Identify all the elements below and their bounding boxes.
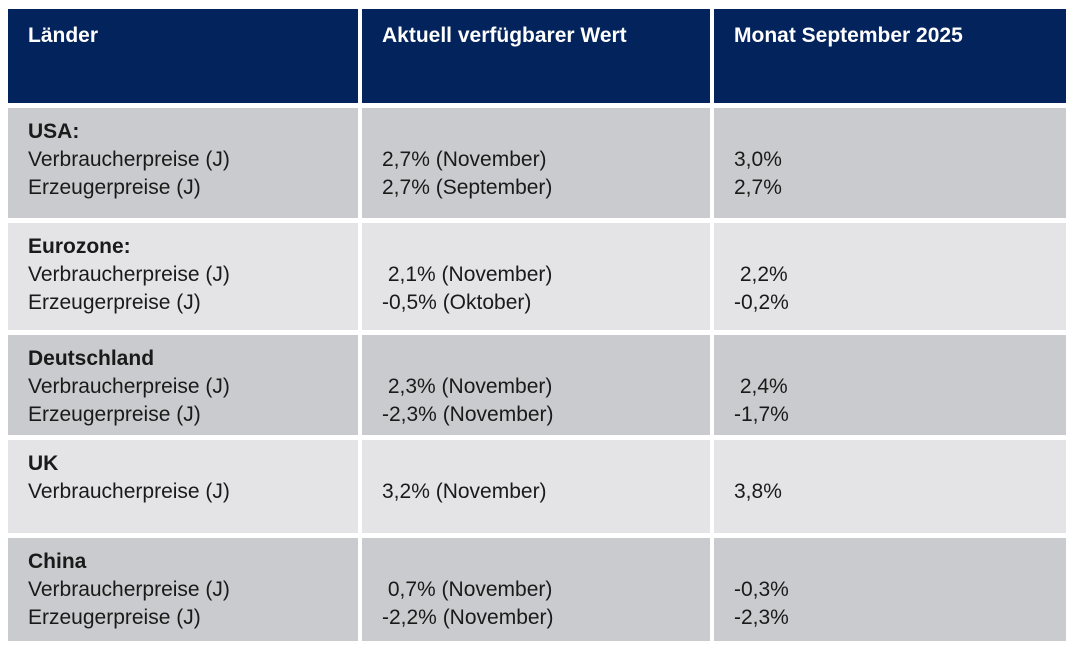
- row-china-country-cell: China Verbraucherpreise (J) Erzeugerprei…: [8, 538, 358, 641]
- september-value: -0,2%: [734, 291, 789, 314]
- row-usa-country-cell: USA: Verbraucherpreise (J) Erzeugerpreis…: [8, 108, 358, 218]
- country-name: China: [28, 550, 87, 573]
- row-china-september-cell: -0,3% -2,3%: [714, 538, 1066, 641]
- row-eurozone-september-cell: 2,2% -0,2%: [714, 223, 1066, 330]
- metric-label: Erzeugerpreise (J): [28, 403, 201, 426]
- september-value: -1,7%: [734, 403, 789, 426]
- september-value: 3,8%: [734, 480, 782, 503]
- metric-label: Verbraucherpreise (J): [28, 375, 230, 398]
- line-spacer: [382, 233, 690, 261]
- september-value: -0,3%: [734, 578, 789, 601]
- country-name: UK: [28, 452, 59, 475]
- row-deutschland-country-cell: Deutschland Verbraucherpreise (J) Erzeug…: [8, 335, 358, 435]
- column-header-label: Länder: [28, 24, 99, 47]
- header-cell-aktueller-wert: Aktuell verfügbarer Wert: [362, 9, 710, 103]
- row-uk-september-cell: 3,8%: [714, 440, 1066, 533]
- line-spacer: [382, 118, 690, 146]
- current-value: 2,3% (November): [382, 375, 553, 398]
- metric-label: Verbraucherpreise (J): [28, 263, 230, 286]
- line-spacer: [734, 118, 1046, 146]
- september-value: -2,3%: [734, 606, 789, 629]
- row-usa-september-cell: 3,0% 2,7%: [714, 108, 1066, 218]
- current-value: 2,7% (November): [382, 148, 547, 171]
- line-spacer: [382, 345, 690, 373]
- september-value: 3,0%: [734, 148, 782, 171]
- metric-label: Verbraucherpreise (J): [28, 578, 230, 601]
- metric-label: Erzeugerpreise (J): [28, 176, 201, 199]
- row-uk-current-cell: 3,2% (November): [362, 440, 710, 533]
- current-value: 3,2% (November): [382, 480, 547, 503]
- september-value: 2,4%: [734, 375, 788, 398]
- column-header-label: Monat September 2025: [734, 24, 963, 47]
- line-spacer: [382, 450, 690, 478]
- country-name: Eurozone:: [28, 235, 131, 258]
- metric-label: Erzeugerpreise (J): [28, 606, 201, 629]
- country-name: USA:: [28, 120, 80, 143]
- row-uk-country-cell: UK Verbraucherpreise (J): [8, 440, 358, 533]
- line-spacer: [734, 548, 1046, 576]
- column-header-label: Aktuell verfügbarer Wert: [382, 24, 627, 47]
- line-spacer: [382, 548, 690, 576]
- row-eurozone-country-cell: Eurozone: Verbraucherpreise (J) Erzeuger…: [8, 223, 358, 330]
- september-value: 2,7%: [734, 176, 782, 199]
- current-value: -2,2% (November): [382, 606, 554, 629]
- metric-label: Verbraucherpreise (J): [28, 480, 230, 503]
- header-cell-monat-september: Monat September 2025: [714, 9, 1066, 103]
- row-eurozone-current-cell: 2,1% (November) -0,5% (Oktober): [362, 223, 710, 330]
- line-spacer: [734, 233, 1046, 261]
- header-cell-laender: Länder: [8, 9, 358, 103]
- metric-label: Verbraucherpreise (J): [28, 148, 230, 171]
- current-value: 2,1% (November): [382, 263, 553, 286]
- inflation-table: Länder Aktuell verfügbarer Wert Monat Se…: [8, 9, 1066, 641]
- current-value: 2,7% (September): [382, 176, 553, 199]
- row-deutschland-current-cell: 2,3% (November) -2,3% (November): [362, 335, 710, 435]
- row-deutschland-september-cell: 2,4% -1,7%: [714, 335, 1066, 435]
- metric-label: Erzeugerpreise (J): [28, 291, 201, 314]
- row-china-current-cell: 0,7% (November) -2,2% (November): [362, 538, 710, 641]
- country-name: Deutschland: [28, 347, 155, 370]
- line-spacer: [734, 345, 1046, 373]
- row-usa-current-cell: 2,7% (November) 2,7% (September): [362, 108, 710, 218]
- current-value: -0,5% (Oktober): [382, 291, 532, 314]
- september-value: 2,2%: [734, 263, 788, 286]
- current-value: -2,3% (November): [382, 403, 554, 426]
- current-value: 0,7% (November): [382, 578, 553, 601]
- line-spacer: [734, 450, 1046, 478]
